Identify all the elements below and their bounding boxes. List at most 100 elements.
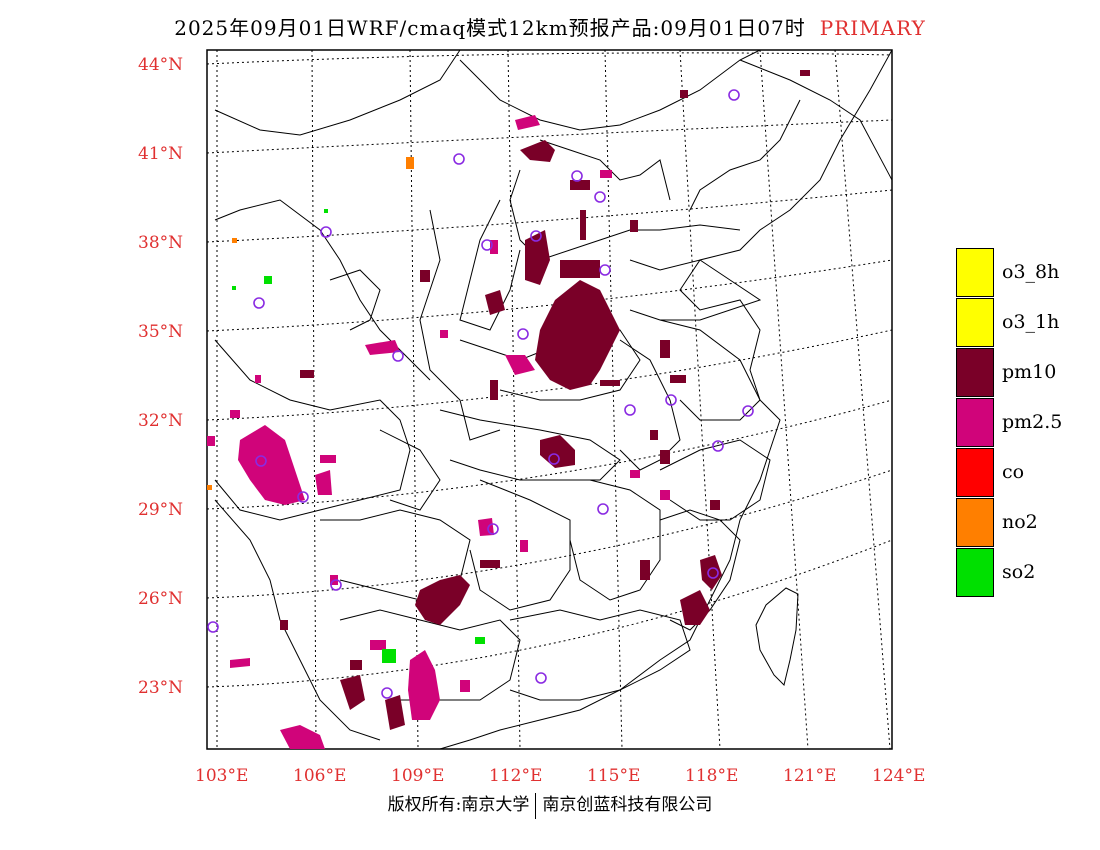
station-marker xyxy=(594,191,606,203)
pm10-blob-gx2 xyxy=(385,695,405,730)
lat-line-38 xyxy=(206,189,893,243)
lon-line-121 xyxy=(759,49,809,750)
lon-label: 121°E xyxy=(783,766,837,786)
pm25-blob-henan xyxy=(505,355,535,375)
legend-label: co xyxy=(1002,461,1025,483)
legend-label: o3_8h xyxy=(1002,261,1060,283)
pm10-blob-hebei xyxy=(525,230,550,285)
lon-label: 118°E xyxy=(685,766,739,786)
speck xyxy=(440,330,448,338)
speck xyxy=(570,180,590,190)
speck xyxy=(660,450,670,464)
speck xyxy=(255,375,261,383)
station-marker xyxy=(481,239,493,251)
speck xyxy=(590,330,610,342)
lat-label: 29°N xyxy=(138,500,184,520)
speck xyxy=(520,540,528,552)
pm25-blob-yunnan-south xyxy=(280,725,325,749)
station-marker xyxy=(742,405,754,417)
speck xyxy=(660,340,670,358)
pm10-blob-shaanxi xyxy=(485,290,505,315)
legend-swatch xyxy=(956,548,994,597)
boundary-yunnan xyxy=(214,499,381,741)
pm25-blob-nm xyxy=(515,115,540,130)
boundary-hunan xyxy=(469,479,571,611)
legend-label: no2 xyxy=(1002,511,1038,533)
pm25-blob-hubei xyxy=(478,518,494,536)
boundary-gansu xyxy=(214,199,431,381)
title-tag: PRIMARY xyxy=(819,16,926,40)
legend-label: pm10 xyxy=(1002,361,1057,383)
lon-label: 103°E xyxy=(195,766,249,786)
speck xyxy=(480,560,500,568)
lon-line-124 xyxy=(834,49,891,750)
lon-line-112 xyxy=(507,49,521,750)
so2-speck xyxy=(324,209,328,213)
legend-label: pm2.5 xyxy=(1002,411,1063,433)
station-marker xyxy=(548,453,560,465)
boundary-jiangxi xyxy=(569,479,661,601)
station-marker xyxy=(599,264,611,276)
station-marker xyxy=(535,672,547,684)
lat-line-23 xyxy=(206,539,893,688)
station-marker xyxy=(571,170,583,182)
station-marker xyxy=(392,350,404,362)
pm10-blob-beijing xyxy=(520,140,555,162)
speck xyxy=(320,455,336,463)
station-marker xyxy=(712,440,724,452)
boundary-chongqing xyxy=(379,429,441,511)
boundary-hebei xyxy=(509,169,741,261)
speck xyxy=(560,260,600,278)
pm10-blob-fujian xyxy=(680,590,710,625)
so2-speck xyxy=(232,286,236,290)
speck xyxy=(420,270,430,282)
no2-speck xyxy=(232,238,237,243)
map-title: 2025年09月01日WRF/cmaq模式12km预报产品:09月01日07时 P… xyxy=(0,12,1100,41)
speck xyxy=(230,410,240,418)
station-marker xyxy=(530,230,542,242)
copyright-right: 南京创蓝科技有限公司 xyxy=(542,795,713,815)
boundary-ningxia xyxy=(329,269,381,331)
so2-speck xyxy=(382,649,396,663)
lon-line-115 xyxy=(604,49,623,750)
station-marker xyxy=(207,621,219,633)
speck xyxy=(800,70,810,76)
pm10-blob-central xyxy=(535,280,620,390)
speck xyxy=(460,680,470,692)
boundary-fujian xyxy=(659,509,741,631)
boundary-shanxi xyxy=(459,199,521,331)
lon-line-118 xyxy=(679,49,721,750)
speck xyxy=(490,240,498,254)
pm10-blob-gx xyxy=(340,675,365,710)
speck xyxy=(710,500,720,510)
taiwan-outline xyxy=(755,587,799,686)
pm10-areas xyxy=(340,140,722,730)
speck xyxy=(280,620,288,630)
station-marker xyxy=(330,579,342,591)
station-marker xyxy=(320,226,332,238)
station-marker xyxy=(453,153,465,165)
lat-label: 38°N xyxy=(138,233,184,253)
lat-line-26 xyxy=(206,469,893,599)
boundary-hubei xyxy=(439,409,621,481)
boundary-beijing xyxy=(539,139,671,201)
footer-separator xyxy=(535,792,537,819)
legend-label: so2 xyxy=(1002,561,1036,583)
legend-label: o3_1h xyxy=(1002,311,1060,333)
lat-line-44 xyxy=(206,52,893,65)
lat-label: 32°N xyxy=(138,411,184,431)
speck xyxy=(630,220,638,232)
speck xyxy=(630,470,640,478)
station-marker xyxy=(487,523,499,535)
legend-swatch xyxy=(956,348,994,397)
lon-label: 115°E xyxy=(587,766,641,786)
lon-label: 112°E xyxy=(489,766,543,786)
station-marker xyxy=(253,297,265,309)
speck xyxy=(670,375,686,383)
lon-label: 109°E xyxy=(391,766,445,786)
pm10-blob-fujian2 xyxy=(700,555,722,590)
pm25-blob-gansu xyxy=(365,340,400,355)
speck xyxy=(350,660,362,670)
speck xyxy=(490,380,498,400)
station-marker xyxy=(297,491,309,503)
